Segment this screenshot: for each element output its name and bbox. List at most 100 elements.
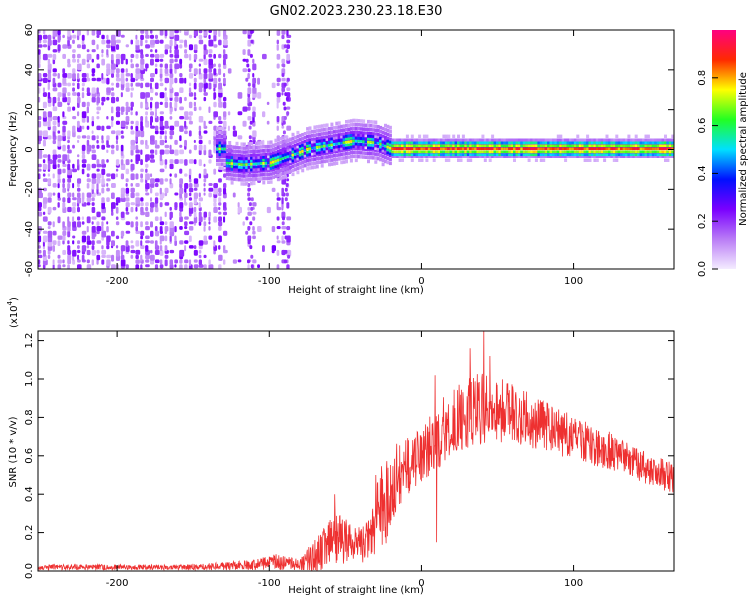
heatmap-ytick-label: 0 [24,146,35,152]
heatmap-cell [345,137,348,141]
heatmap-cell [418,134,422,139]
heatmap-cell [216,134,219,139]
heatmap-cell [459,147,463,151]
heatmap-cell [276,30,281,36]
heatmap-cell [77,264,82,269]
heatmap-ytick-label: -60 [24,261,35,277]
heatmap-cell [47,221,52,226]
heatmap-ytick-label: -40 [24,221,35,237]
heatmap-cell [629,141,633,145]
heatmap-cell [91,39,96,46]
heatmap-cell [67,183,71,189]
heatmap-cell [357,123,361,127]
heatmap-cell [432,150,436,154]
heatmap-cell [81,230,87,235]
heatmap-cell [281,197,284,205]
heatmap-cell [208,183,213,186]
heatmap-cell [218,216,222,222]
heatmap-cell [646,147,650,151]
heatmap-cell [466,144,470,148]
heatmap-cell [442,141,446,145]
heatmap-cell [500,141,504,145]
heatmap-cell [359,143,363,146]
heatmap-cell [454,150,458,154]
heatmap-cell [203,168,207,176]
heatmap-cell [164,77,169,84]
heatmap-cell [632,138,636,142]
heatmap-cell [91,154,97,160]
heatmap-cell [576,154,580,158]
heatmap-cell [325,123,329,127]
heatmap-cell [476,138,480,142]
heatmap-cell [542,150,546,154]
heatmap-cell [216,154,219,158]
heatmap-cell [325,138,329,141]
heatmap-cell [376,156,380,161]
heatmap-cell [320,136,324,140]
heatmap-cell [401,142,404,146]
heatmap-cell [503,144,507,148]
heatmap-cell [38,173,41,180]
heatmap-cell [444,147,448,151]
heatmap-cell [91,206,96,213]
heatmap-cell [595,150,599,154]
heatmap-cell [612,144,616,148]
heatmap-cell [125,68,128,73]
heatmap-cell [371,148,375,152]
heatmap-cell [252,87,257,94]
heatmap-cell [583,142,587,146]
heatmap-cell [279,141,283,145]
heatmap-cell [120,197,126,202]
heatmap-cell [154,53,160,59]
heatmap-cell [418,138,422,142]
heatmap-cell [257,153,261,157]
heatmap-cell [634,154,638,158]
heatmap-cell [298,137,302,142]
heatmap-cell [257,157,261,161]
heatmap-cell [267,164,271,168]
heatmap-cell [559,144,563,148]
heatmap-cell [354,126,358,131]
heatmap-cell [318,140,322,145]
heatmap-cell [159,249,164,256]
heatmap-cell [510,153,514,157]
heatmap-cell [213,216,218,223]
heatmap-cell [664,134,667,139]
heatmap-cell [218,63,221,68]
heatmap-cell [286,106,291,110]
heatmap-cell [150,206,154,213]
heatmap-cell [218,142,222,146]
heatmap-cell [627,138,631,142]
heatmap-cell [115,73,120,78]
heatmap-cell [598,154,602,158]
heatmap-cell [289,165,293,169]
heatmap-cell [517,153,521,157]
heatmap-cell [457,150,460,154]
heatmap-cell [179,240,184,245]
heatmap-cell [306,143,310,147]
heatmap-cell [588,147,592,151]
heatmap-cell [330,150,334,154]
heatmap-cell [67,149,72,154]
heatmap-cell [47,154,51,161]
heatmap-cell [515,147,519,151]
heatmap-cell [81,77,87,83]
heatmap-cell [629,154,633,158]
heatmap-cell [267,144,271,149]
heatmap-cell [303,155,307,160]
heatmap-cell [252,259,257,264]
heatmap-cell [284,147,288,151]
heatmap-cell [213,135,217,141]
heatmap-cell [276,116,280,123]
heatmap-cell [367,140,370,144]
heatmap-cell [240,174,244,178]
heatmap-cell [610,147,614,151]
heatmap-cell [298,157,302,162]
heatmap-cell [293,149,297,153]
heatmap-cell [345,151,348,156]
heatmap-cell [357,150,361,155]
heatmap-cell [135,240,140,247]
heatmap-cell [208,149,212,157]
heatmap-cell [656,153,660,157]
